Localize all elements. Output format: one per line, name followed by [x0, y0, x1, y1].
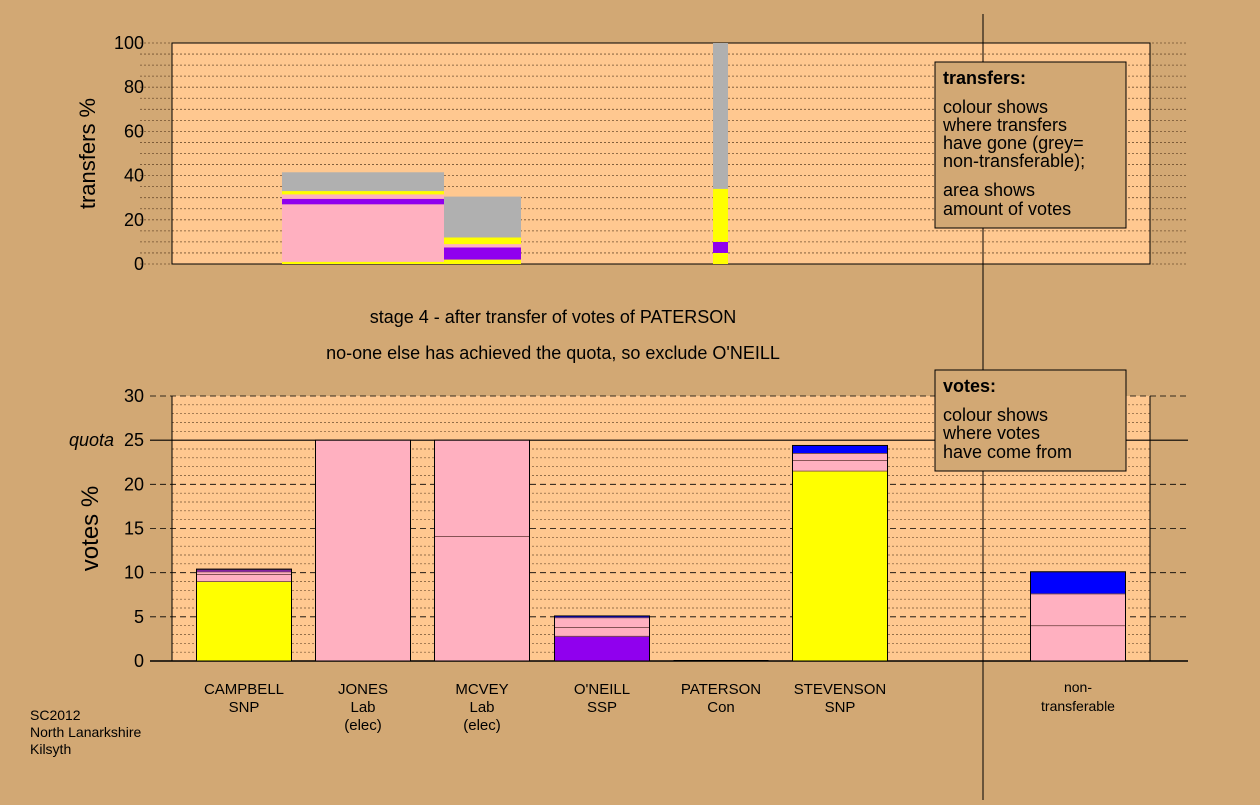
transfer-segment	[282, 191, 444, 195]
vote-segment	[196, 581, 292, 662]
candidate-name: JONES	[338, 681, 388, 698]
vote-segment	[792, 445, 888, 454]
votes-legend-line: where votes	[942, 423, 1040, 443]
votes-legend-line: colour shows	[943, 405, 1048, 425]
y-tick-label: 0	[134, 254, 144, 274]
candidate-party: Con	[707, 699, 735, 716]
transfer-segment	[713, 252, 728, 264]
transfer-segment	[282, 198, 444, 205]
vote-segment	[315, 439, 411, 662]
quota-label: quota	[69, 430, 114, 450]
bar-outline	[315, 439, 411, 662]
vote-segment	[792, 453, 888, 461]
result-caption: no-one else has achieved the quota, so e…	[326, 343, 780, 363]
footer-line-2: North Lanarkshire	[30, 724, 141, 740]
bar-outline	[554, 615, 650, 662]
y-tick-label: 80	[124, 77, 144, 97]
footer-line-1: SC2012	[30, 707, 81, 723]
vote-segment	[1030, 625, 1126, 662]
bar-outline	[434, 439, 530, 662]
transfer-segment	[444, 244, 521, 248]
transfer-segment	[444, 259, 521, 264]
candidate-party: SNP	[229, 699, 260, 716]
vote-segment	[434, 439, 530, 537]
votes-legend-title: votes:	[943, 376, 996, 396]
votes-legend-line: have come from	[943, 442, 1072, 462]
y-axis-label: transfers %	[75, 98, 100, 209]
candidate-party: SSP	[587, 699, 617, 716]
transfer-segment	[282, 261, 444, 264]
vote-segment	[554, 627, 650, 637]
candidate-note: (elec)	[344, 717, 382, 734]
candidate-party: Lab	[350, 699, 375, 716]
y-tick-label: 0	[134, 651, 144, 671]
transfers-legend-line: where transfers	[942, 115, 1067, 135]
candidate-note: (elec)	[463, 717, 501, 734]
candidate-name: STEVENSON	[794, 681, 887, 698]
y-tick-label: 15	[124, 519, 144, 539]
y-tick-label: 30	[124, 386, 144, 406]
transfers-legend-line: colour shows	[943, 97, 1048, 117]
transfer-segment	[444, 237, 521, 245]
y-tick-label: 20	[124, 210, 144, 230]
y-axis-label: votes %	[77, 486, 104, 571]
candidate-party: SNP	[825, 699, 856, 716]
transfer-segment	[444, 247, 521, 260]
transfer-segment	[282, 204, 444, 262]
transfers-legend: transfers: colour shows where transfers …	[934, 61, 1127, 229]
transfer-segment	[282, 194, 444, 199]
candidate-name: O'NEILL	[574, 681, 630, 698]
transfer-segment	[713, 241, 728, 253]
y-tick-label: 20	[124, 474, 144, 494]
nontransferable-label: transferable	[1041, 698, 1115, 714]
candidate-name: CAMPBELL	[204, 681, 284, 698]
transfers-plot-frame	[171, 42, 1151, 265]
vote-segment	[554, 635, 650, 662]
transfers-legend-line: have gone (grey=	[943, 133, 1084, 153]
transfers-legend-line: non-transferable);	[943, 151, 1085, 171]
y-tick-label: 40	[124, 166, 144, 186]
nontransferable-label: non-	[1064, 679, 1092, 695]
transfers-legend-title: transfers:	[943, 68, 1026, 88]
bar-outline	[792, 444, 888, 662]
vote-segment	[1030, 571, 1126, 595]
transfers-legend-line: amount of votes	[943, 199, 1071, 219]
candidate-party: Lab	[469, 699, 494, 716]
vote-segment	[792, 460, 888, 472]
transfer-segment	[713, 188, 728, 242]
y-tick-label: 100	[114, 33, 144, 53]
candidate-name: MCVEY	[455, 681, 508, 698]
vote-segment	[434, 536, 530, 662]
candidate-name: PATERSON	[681, 681, 761, 698]
footer-line-3: Kilsyth	[30, 741, 71, 757]
bar-outline	[1030, 571, 1126, 662]
vote-segment	[196, 574, 292, 582]
bar-outline	[196, 568, 292, 662]
y-tick-label: 60	[124, 121, 144, 141]
vote-segment	[1030, 593, 1126, 627]
vote-segment	[792, 470, 888, 662]
stage-caption: stage 4 - after transfer of votes of PAT…	[370, 307, 736, 327]
transfer-segment	[282, 172, 444, 192]
y-tick-label: 10	[124, 563, 144, 583]
transfer-segment	[444, 196, 521, 238]
transfer-segment	[713, 43, 728, 189]
y-tick-label: 5	[134, 607, 144, 627]
y-tick-label: 25	[124, 430, 144, 450]
votes-legend: votes: colour shows where votes have com…	[934, 369, 1127, 472]
vote-segment	[554, 617, 650, 628]
transfers-legend-line: area shows	[943, 180, 1035, 200]
